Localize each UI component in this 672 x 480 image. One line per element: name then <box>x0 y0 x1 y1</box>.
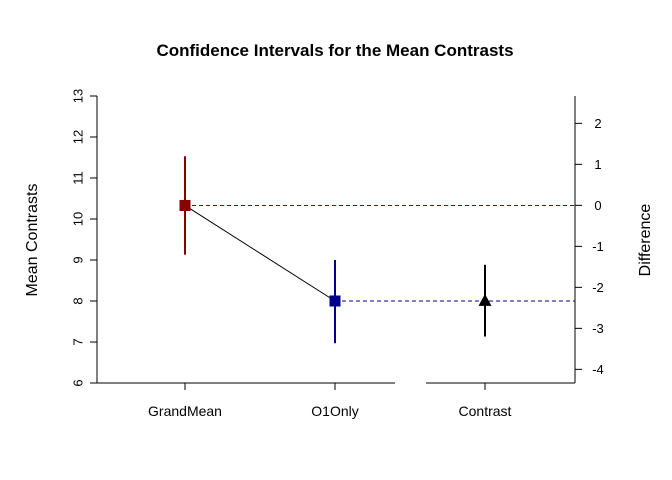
y-right-tick-label: -4 <box>592 362 604 377</box>
x-tick-label: O1Only <box>311 403 358 419</box>
y-left-tick-label: 13 <box>71 89 86 103</box>
mean-point-grandmean <box>179 199 191 211</box>
marks <box>179 156 575 344</box>
y-left-tick-label: 10 <box>71 212 86 226</box>
x-tick-label: GrandMean <box>148 403 222 419</box>
y-left-tick-label: 6 <box>71 379 86 386</box>
y-right-tick-label: -1 <box>592 239 604 254</box>
y-left-tick-label: 7 <box>71 338 86 345</box>
y-left-tick-label: 11 <box>71 171 86 185</box>
mean-point-o1only <box>329 295 341 307</box>
y-right-tick-label: 1 <box>594 157 601 172</box>
y-left-tick-label: 12 <box>71 130 86 144</box>
y-axis-left-label: Mean Contrasts <box>24 184 41 297</box>
y-right-tick-label: -3 <box>592 321 604 336</box>
y-left-tick-label: 9 <box>71 256 86 263</box>
y-left-tick-label: 8 <box>71 297 86 304</box>
y-right-tick-label: 0 <box>594 198 601 213</box>
contrast-point <box>478 293 492 306</box>
chart-title: Confidence Intervals for the Mean Contra… <box>156 41 513 60</box>
mean-connector-line <box>184 205 336 302</box>
y-right-tick-label: -2 <box>592 280 604 295</box>
x-tick-label: Contrast <box>459 403 512 419</box>
y-right-tick-label: 2 <box>594 116 601 131</box>
y-axis-right-label: Difference <box>637 204 654 277</box>
